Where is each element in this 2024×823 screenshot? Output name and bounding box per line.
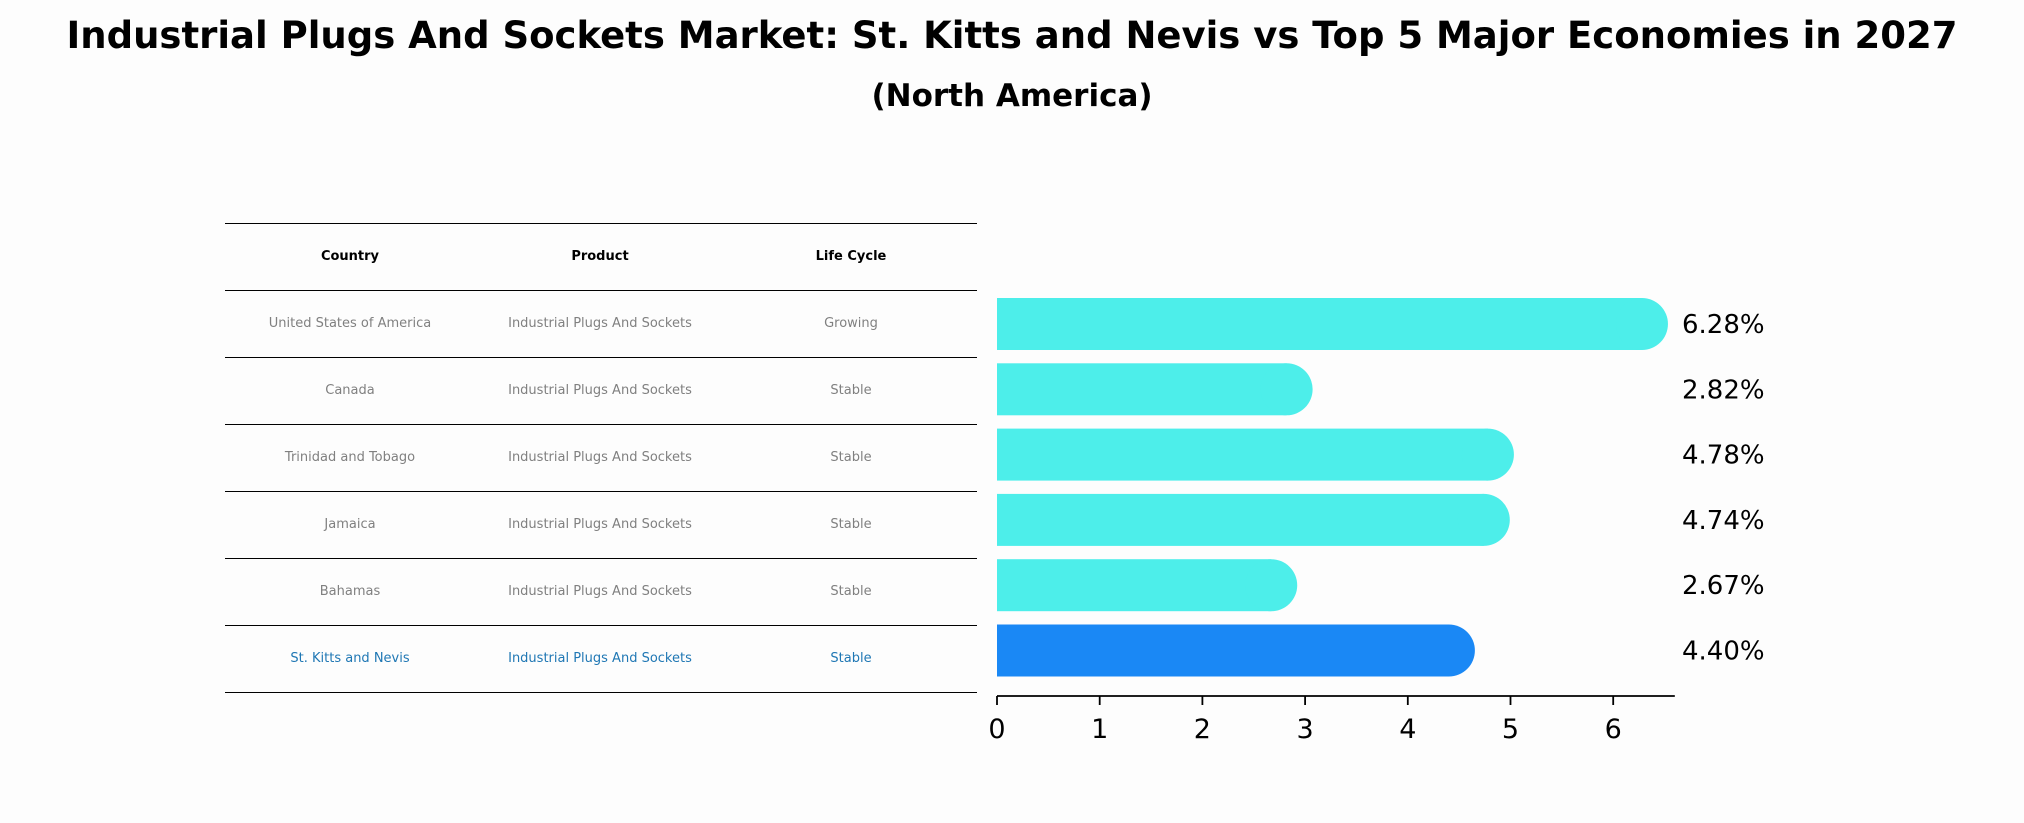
x-tick-label: 2: [1194, 714, 1211, 745]
bar-cap: [1422, 624, 1475, 677]
bar-highlighted: [997, 624, 1449, 677]
bar: [997, 428, 1488, 481]
product-cell: Industrial Plugs And Sockets: [508, 383, 692, 398]
country-cell: Jamaica: [324, 517, 376, 532]
product-cell: Industrial Plugs And Sockets: [508, 517, 692, 532]
x-tick-label: 4: [1399, 714, 1416, 745]
value-label: 4.74%: [1682, 506, 1765, 536]
table-row: Jamaica Industrial Plugs And Sockets Sta…: [225, 491, 977, 558]
product-cell: Industrial Plugs And Sockets: [508, 316, 692, 331]
table-row: Bahamas Industrial Plugs And Sockets Sta…: [225, 558, 977, 625]
product-cell: Industrial Plugs And Sockets: [508, 651, 692, 666]
bar: [997, 363, 1287, 416]
bar: [997, 493, 1484, 546]
bar-cap: [1260, 363, 1313, 416]
table-header-row: Country Product Life Cycle: [225, 223, 977, 290]
header-life-cycle: Life Cycle: [815, 249, 887, 264]
country-cell: Bahamas: [319, 584, 381, 599]
bar-cap: [1461, 428, 1514, 481]
value-label: 4.78%: [1682, 441, 1765, 471]
bar: [997, 298, 1642, 350]
life-cycle-cell: Stable: [830, 651, 872, 666]
x-tick-label: 6: [1605, 714, 1622, 745]
header-product: Product: [571, 249, 629, 264]
value-label: 2.67%: [1682, 571, 1765, 601]
country-cell: St. Kitts and Nevis: [290, 651, 410, 666]
value-label: 2.82%: [1682, 375, 1765, 405]
life-cycle-cell: Stable: [830, 517, 872, 532]
value-label: 6.28%: [1682, 310, 1765, 340]
chart-subtitle: (North America): [871, 78, 1153, 114]
life-cycle-cell: Stable: [830, 383, 872, 398]
bar: [997, 559, 1272, 612]
header-country: Country: [320, 249, 380, 264]
chart-title: Industrial Plugs And Sockets Market: St.…: [66, 14, 1958, 57]
x-tick-label: 0: [988, 714, 1005, 745]
x-tick-label: 1: [1091, 714, 1108, 745]
life-cycle-cell: Stable: [830, 450, 872, 465]
x-tick-label: 3: [1297, 714, 1314, 745]
product-cell: Industrial Plugs And Sockets: [508, 584, 692, 599]
table-row: Trinidad and Tobago Industrial Plugs And…: [225, 424, 977, 491]
bar-cap: [1245, 559, 1298, 612]
table-row-highlighted: St. Kitts and Nevis Industrial Plugs And…: [225, 625, 977, 693]
product-cell: Industrial Plugs And Sockets: [508, 450, 692, 465]
bar-cap: [1457, 493, 1510, 546]
bar-cap: [1615, 298, 1668, 350]
country-cell: Canada: [325, 383, 375, 398]
data-table: Country Product Life Cycle United States…: [225, 223, 977, 693]
value-label: 4.40%: [1682, 637, 1765, 667]
life-cycle-cell: Stable: [830, 584, 872, 599]
country-cell: Trinidad and Tobago: [284, 450, 416, 465]
table-row: United States of America Industrial Plug…: [225, 290, 977, 357]
life-cycle-cell: Growing: [824, 316, 878, 331]
x-tick-label: 5: [1502, 714, 1519, 745]
table-row: Canada Industrial Plugs And Sockets Stab…: [225, 357, 977, 424]
country-cell: United States of America: [268, 316, 432, 331]
